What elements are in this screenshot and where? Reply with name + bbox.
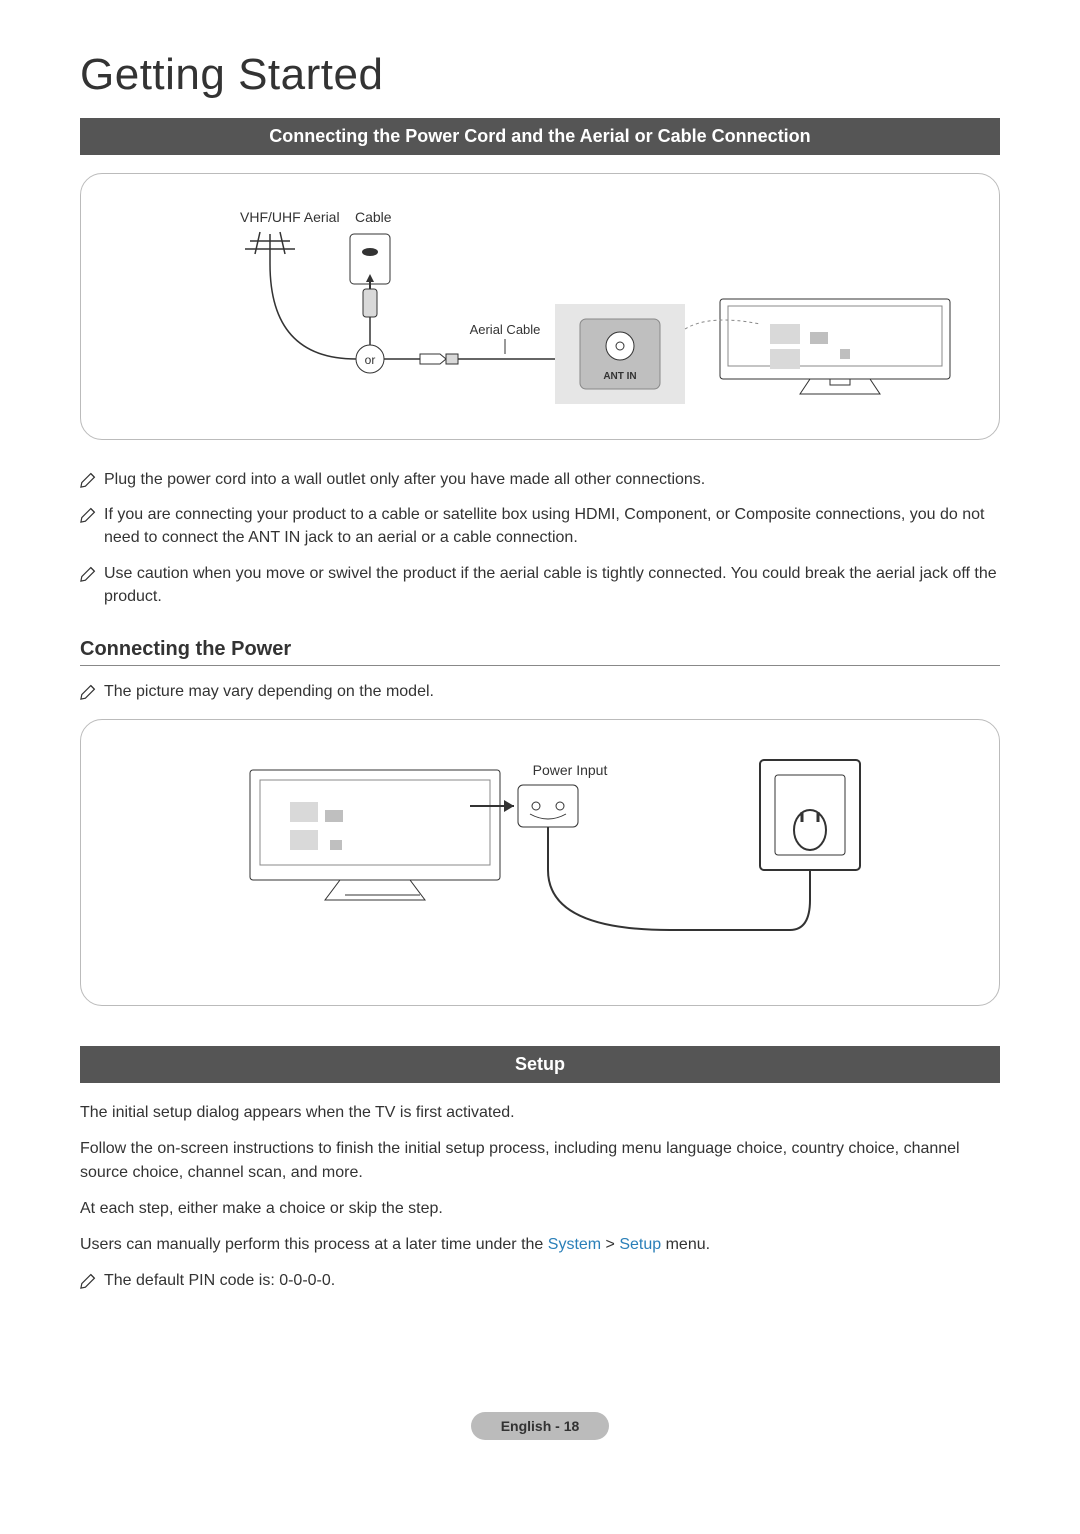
note-text: Use caution when you move or swivel the … [104, 562, 1000, 608]
note-item: The picture may vary depending on the mo… [80, 680, 1000, 703]
note-item: The default PIN code is: 0-0-0-0. [80, 1269, 1000, 1292]
note-item: Use caution when you move or swivel the … [80, 562, 1000, 608]
aerial-diagram-svg: VHF/UHF Aerial Cable [101, 194, 979, 414]
antenna-icon [245, 232, 295, 264]
svg-text:ANT IN: ANT IN [603, 371, 636, 382]
aerial-cable-connector [384, 354, 580, 364]
note-item: Plug the power cord into a wall outlet o… [80, 468, 1000, 491]
diagram-power-connection: Power Input [80, 719, 1000, 1006]
label-vhf: VHF/UHF Aerial [240, 209, 340, 225]
section-bar-connecting: Connecting the Power Cord and the Aerial… [80, 118, 1000, 155]
note-text: The default PIN code is: 0-0-0-0. [104, 1269, 335, 1292]
label-cable: Cable [355, 209, 392, 225]
note-icon [80, 505, 98, 523]
label-power-input: Power Input [533, 762, 608, 778]
setup-paragraph: Follow the on-screen instructions to fin… [80, 1137, 1000, 1185]
or-junction: or [356, 345, 384, 373]
setup-paragraph: The initial setup dialog appears when th… [80, 1101, 1000, 1125]
text: Users can manually perform this process … [80, 1236, 548, 1253]
tv-back-icon [250, 770, 500, 900]
menu-link-system: System [548, 1236, 601, 1253]
menu-link-setup: Setup [619, 1236, 661, 1253]
note-icon [80, 470, 98, 488]
text: > [601, 1236, 619, 1253]
page-root: Getting Started Connecting the Power Cor… [0, 0, 1080, 1480]
power-input-port [518, 785, 578, 827]
footer-page-number: English - 18 [471, 1412, 610, 1440]
diagram-aerial-connection: VHF/UHF Aerial Cable [80, 173, 1000, 440]
note-text: Plug the power cord into a wall outlet o… [104, 468, 705, 491]
notes-block-1: Plug the power cord into a wall outlet o… [80, 468, 1000, 608]
power-diagram-svg: Power Input [101, 740, 979, 980]
note-icon [80, 564, 98, 582]
page-title: Getting Started [80, 50, 1000, 100]
label-aerial-cable: Aerial Cable [470, 322, 541, 337]
subheading-connecting-power: Connecting the Power [80, 638, 1000, 666]
ant-in-panel: ANT IN [555, 304, 685, 404]
text: menu. [661, 1236, 710, 1253]
wall-outlet-icon [760, 760, 860, 870]
section-bar-setup: Setup [80, 1046, 1000, 1083]
setup-paragraph: At each step, either make a choice or sk… [80, 1197, 1000, 1221]
note-icon [80, 682, 98, 700]
tv-icon [720, 299, 950, 394]
setup-menu-path: Users can manually perform this process … [80, 1233, 1000, 1257]
note-icon [80, 1271, 98, 1289]
note-text: The picture may vary depending on the mo… [104, 680, 434, 703]
note-item: If you are connecting your product to a … [80, 503, 1000, 549]
svg-text:or: or [365, 353, 376, 367]
page-footer: English - 18 [80, 1412, 1000, 1440]
note-text: If you are connecting your product to a … [104, 503, 1000, 549]
